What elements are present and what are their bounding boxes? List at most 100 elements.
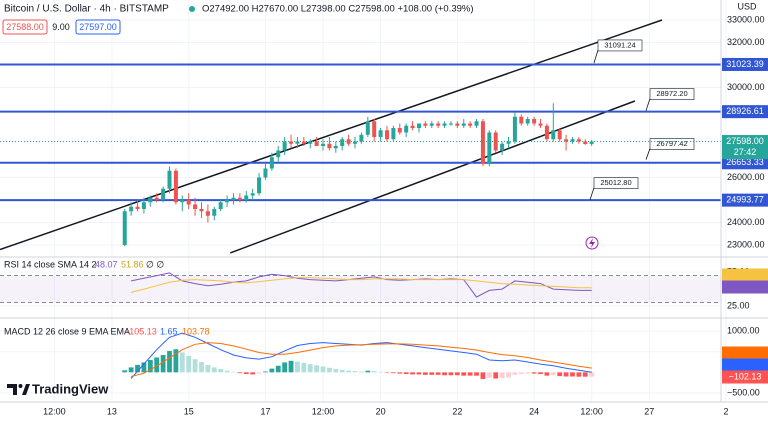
histogram-bar — [211, 367, 217, 373]
candle-body — [180, 199, 185, 203]
candle-body — [487, 132, 492, 164]
x-tick-label: 17 — [260, 406, 270, 416]
buy-box[interactable] — [75, 19, 121, 35]
level-badge-bg — [722, 105, 768, 119]
histogram-bar — [128, 367, 134, 373]
candle-body — [538, 123, 543, 126]
channel-line — [0, 19, 663, 251]
histogram-bar — [320, 366, 326, 373]
histogram-bar — [474, 372, 479, 376]
candle-body — [391, 128, 396, 140]
annotation-label: 26797.42 — [656, 139, 687, 148]
annotation-box — [649, 88, 695, 100]
histogram-bar — [218, 369, 224, 373]
histogram-bar — [288, 360, 294, 373]
candle-body — [218, 202, 223, 209]
y-tick-label: −500.00 — [727, 387, 760, 397]
annotation-pointer — [593, 49, 599, 64]
annotation-label: 31091.24 — [604, 40, 635, 49]
logo-dot — [18, 384, 23, 388]
y-tick-label: 33000.00 — [727, 14, 765, 24]
y-tick-label: 26000.00 — [727, 172, 765, 182]
candle-body — [455, 123, 460, 126]
histogram-bar — [403, 372, 409, 374]
annotation-pointer — [645, 98, 651, 111]
candle-body — [448, 123, 453, 125]
logo — [7, 384, 30, 395]
annotation-label: 28972.20 — [656, 89, 687, 98]
histogram-bar — [359, 371, 364, 373]
level-badge-bg — [722, 193, 768, 207]
candle-body — [340, 139, 345, 146]
histogram-bar — [435, 372, 441, 375]
histogram-bar — [448, 372, 454, 376]
candle-body — [173, 170, 178, 203]
candle-body — [480, 121, 485, 164]
candle-body — [308, 141, 313, 144]
y-tick-label: 23000.00 — [727, 239, 765, 249]
histogram-bar — [122, 370, 128, 373]
histogram-bar — [199, 362, 204, 373]
histogram-bar — [454, 372, 460, 376]
plot-area: 31091.24 28972.20 26797.42 25012.80 — [0, 0, 727, 402]
histogram-bar — [499, 372, 505, 379]
histogram-bar — [179, 352, 185, 373]
candle-body — [212, 208, 217, 216]
histogram-bar — [467, 372, 473, 376]
candle-body — [333, 145, 338, 149]
candle-body — [365, 121, 370, 135]
histogram-bar — [173, 349, 179, 373]
rsi-legend: RSI 14 close SMA 14 2 — [4, 259, 97, 269]
sell-box[interactable] — [2, 19, 48, 35]
candle-body — [237, 197, 242, 200]
histogram-bar — [256, 372, 262, 374]
candle-body — [544, 125, 549, 140]
x-tick-label: 12:00 — [312, 406, 335, 416]
rsi-legend-value: ∅ ∅ — [146, 259, 164, 269]
candle-body — [205, 211, 210, 216]
value-badge-bg — [722, 280, 768, 294]
histogram-bar — [205, 364, 211, 373]
candle-body — [295, 141, 300, 144]
histogram-bar — [154, 357, 160, 373]
histogram-bar — [275, 365, 281, 373]
histogram-bar — [531, 372, 537, 374]
histogram-bar — [416, 372, 422, 375]
histogram-bar — [167, 350, 172, 373]
histogram-bar — [147, 359, 153, 373]
macd-legend-value: 1.65 — [160, 326, 178, 336]
candle-body — [199, 208, 204, 212]
series-line — [131, 272, 592, 298]
chart-title: Bitcoin / U.S. Dollar · 4h · BITSTAMP — [4, 4, 169, 15]
level-badge-bg — [722, 57, 768, 71]
candle-body — [186, 199, 191, 205]
candle-body — [161, 188, 166, 200]
candle-body — [436, 123, 441, 126]
level-badge: 28926.61 — [726, 106, 764, 116]
x-tick-label: 22 — [452, 406, 462, 416]
histogram-bar — [301, 362, 307, 373]
channel-line — [230, 100, 636, 254]
histogram-bar — [518, 372, 524, 374]
candle-body — [353, 141, 358, 144]
alert-icon[interactable] — [585, 236, 599, 250]
x-tick-label: 2 — [723, 406, 728, 416]
ohlc-readout: O27492.00 H27670.00 L27398.00 C27598.00 … — [202, 4, 474, 15]
histogram-bar — [410, 372, 415, 375]
macd-legend-value: −105.13 — [124, 326, 157, 336]
candle-body — [429, 123, 434, 126]
candle-body — [423, 123, 428, 126]
countdown: 27:42 — [734, 147, 757, 157]
value-badge-bg — [722, 370, 768, 384]
candle-body — [474, 121, 479, 126]
candle-body — [141, 202, 146, 209]
candle-body — [519, 116, 524, 124]
histogram-bar — [333, 369, 339, 373]
candle-body — [416, 123, 421, 128]
candle-body — [314, 141, 319, 146]
histogram-bar — [141, 362, 147, 373]
candle-body — [244, 195, 249, 200]
histogram-bar — [486, 372, 492, 378]
histogram-bar — [538, 372, 543, 374]
